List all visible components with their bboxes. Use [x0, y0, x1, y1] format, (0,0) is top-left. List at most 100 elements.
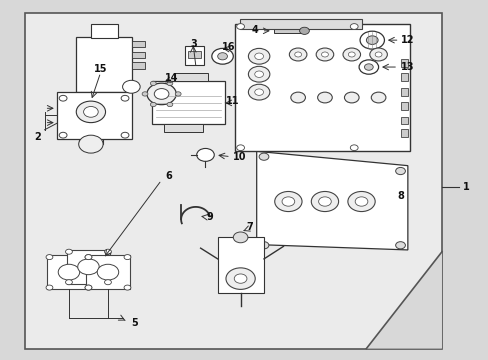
Text: 2: 2: [34, 132, 41, 142]
Circle shape: [150, 102, 156, 107]
Circle shape: [78, 259, 99, 275]
Circle shape: [76, 101, 105, 123]
Circle shape: [196, 148, 214, 161]
Bar: [400, 117, 407, 125]
Circle shape: [299, 27, 309, 35]
Text: 6: 6: [165, 171, 172, 181]
Circle shape: [150, 81, 156, 86]
Circle shape: [395, 242, 405, 249]
Circle shape: [254, 53, 263, 59]
Text: 1: 1: [462, 182, 469, 192]
Circle shape: [85, 285, 92, 290]
Bar: [400, 73, 407, 81]
Circle shape: [254, 89, 263, 95]
Circle shape: [395, 167, 405, 175]
Circle shape: [259, 242, 268, 249]
Circle shape: [65, 280, 72, 285]
Circle shape: [254, 71, 263, 77]
Text: 5: 5: [131, 319, 138, 328]
Text: 10: 10: [232, 152, 246, 162]
Circle shape: [370, 92, 385, 103]
Text: 11: 11: [225, 96, 239, 106]
Circle shape: [259, 153, 268, 160]
Circle shape: [248, 48, 269, 64]
Circle shape: [85, 285, 92, 290]
Circle shape: [97, 264, 119, 280]
Bar: [86, 255, 130, 289]
Text: 9: 9: [206, 212, 213, 221]
Circle shape: [46, 285, 53, 290]
Circle shape: [359, 31, 384, 49]
Text: 4: 4: [251, 25, 258, 35]
Polygon shape: [25, 13, 441, 348]
Circle shape: [234, 274, 246, 283]
Bar: [239, 19, 361, 30]
Bar: [152, 81, 224, 125]
Circle shape: [104, 249, 111, 254]
Bar: [47, 255, 91, 289]
Text: 15: 15: [94, 64, 107, 74]
Circle shape: [124, 255, 131, 260]
Circle shape: [274, 192, 302, 212]
Polygon shape: [331, 252, 441, 348]
Circle shape: [349, 145, 357, 150]
Text: 8: 8: [396, 191, 403, 201]
Circle shape: [121, 95, 129, 101]
Circle shape: [248, 66, 269, 82]
Circle shape: [59, 132, 67, 138]
Circle shape: [321, 52, 328, 57]
Bar: [132, 41, 144, 47]
Circle shape: [236, 145, 244, 150]
Bar: [400, 102, 407, 110]
Text: 13: 13: [400, 62, 414, 72]
Circle shape: [342, 48, 360, 61]
Circle shape: [83, 107, 98, 117]
Circle shape: [248, 84, 269, 100]
Circle shape: [225, 268, 255, 289]
Circle shape: [344, 92, 358, 103]
Circle shape: [347, 52, 354, 57]
Circle shape: [166, 81, 172, 86]
Circle shape: [318, 197, 330, 206]
Circle shape: [46, 255, 53, 260]
Circle shape: [122, 80, 140, 93]
Text: 12: 12: [400, 35, 414, 45]
Polygon shape: [256, 151, 407, 250]
Bar: [173, 73, 207, 81]
Bar: [91, 24, 118, 39]
Bar: [79, 112, 103, 144]
Text: 16: 16: [222, 42, 235, 52]
Bar: [132, 62, 144, 69]
Circle shape: [374, 52, 381, 57]
Bar: [76, 37, 132, 92]
Circle shape: [289, 48, 306, 61]
Bar: [273, 28, 305, 33]
Bar: [400, 88, 407, 96]
Circle shape: [175, 92, 181, 96]
Bar: [132, 51, 144, 58]
Circle shape: [217, 53, 227, 60]
Circle shape: [65, 249, 72, 254]
Circle shape: [124, 285, 131, 290]
Circle shape: [282, 197, 294, 206]
Circle shape: [316, 48, 333, 61]
Circle shape: [85, 255, 92, 260]
Circle shape: [290, 92, 305, 103]
Text: 14: 14: [164, 73, 178, 83]
Bar: [400, 59, 407, 67]
Bar: [188, 51, 200, 58]
Circle shape: [294, 52, 301, 57]
Circle shape: [358, 60, 378, 74]
Text: 7: 7: [245, 222, 252, 232]
Circle shape: [166, 102, 172, 107]
Circle shape: [366, 36, 377, 44]
Text: 3: 3: [189, 39, 196, 49]
Circle shape: [85, 255, 92, 260]
Circle shape: [58, 264, 80, 280]
Circle shape: [236, 24, 244, 30]
Circle shape: [233, 232, 247, 243]
Bar: [163, 124, 203, 132]
Circle shape: [121, 132, 129, 138]
Bar: [66, 250, 110, 284]
Circle shape: [211, 48, 233, 64]
